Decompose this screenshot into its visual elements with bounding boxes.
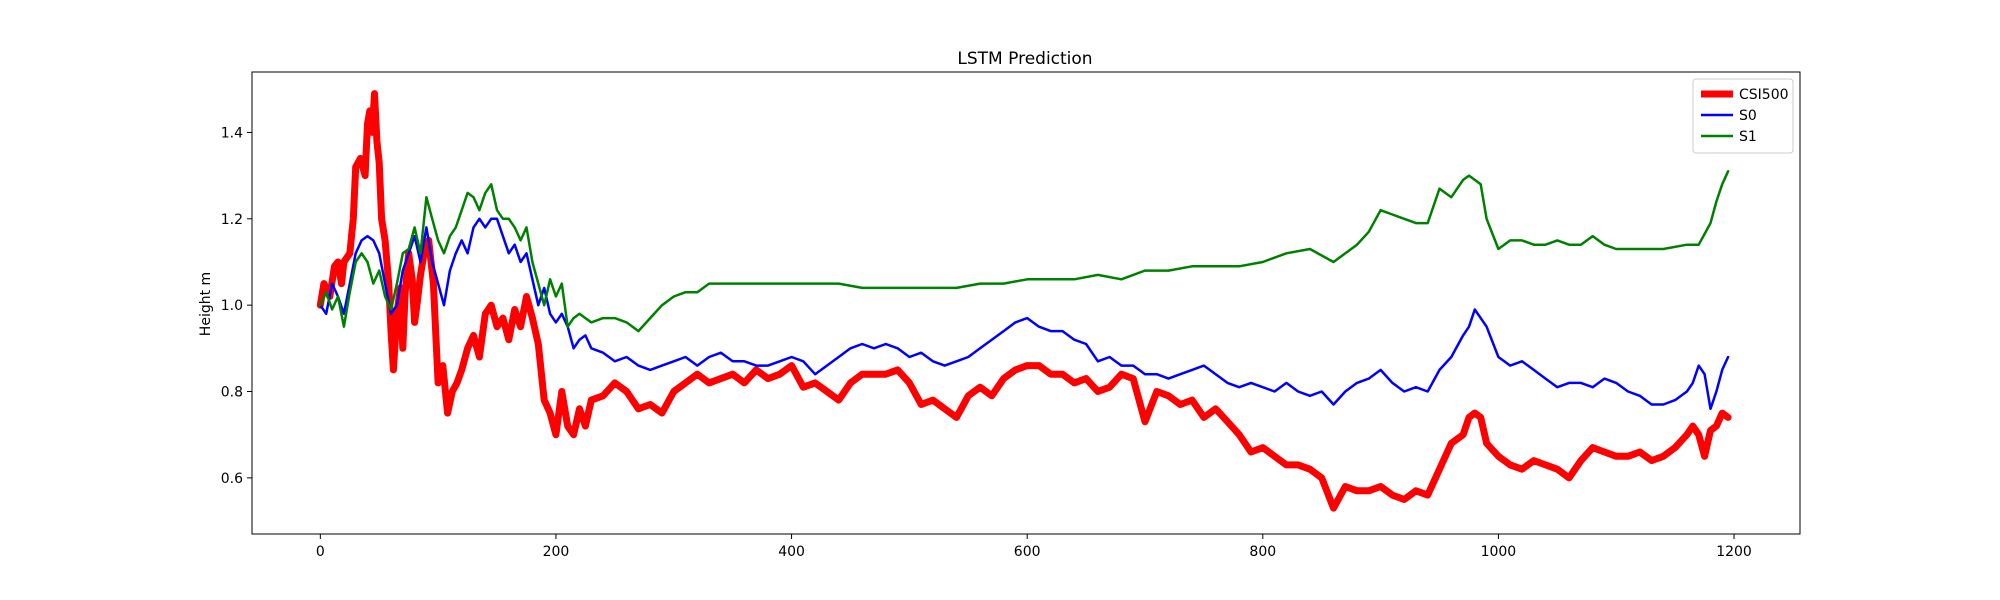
x-tick-label: 200 — [543, 544, 570, 560]
legend-label-csi500: CSI500 — [1739, 87, 1789, 103]
y-axis: 0.6 0.8 1.0 1.2 1.4 — [221, 125, 252, 487]
y-axis-label: Height m — [198, 272, 214, 336]
x-tick-label: 800 — [1249, 544, 1276, 560]
x-tick-label: 1200 — [1716, 544, 1752, 560]
y-tick-label: 1.4 — [221, 125, 243, 141]
y-tick-label: 0.8 — [221, 385, 243, 401]
legend-label-s0: S0 — [1739, 108, 1757, 124]
chart-title: LSTM Prediction — [957, 49, 1092, 69]
series-line-csi500 — [316, 90, 1732, 512]
y-tick-label: 1.2 — [221, 212, 243, 228]
legend-label-s1: S1 — [1739, 129, 1757, 145]
series-layer — [316, 90, 1732, 512]
x-tick-label: 400 — [778, 544, 805, 560]
series-line-s0 — [319, 217, 1730, 411]
x-tick-label: 1000 — [1481, 544, 1517, 560]
series-line-s1 — [319, 170, 1730, 333]
x-tick-label: 600 — [1014, 544, 1041, 560]
x-tick-label: 0 — [316, 544, 325, 560]
x-axis: 0 200 400 600 800 1000 1200 — [316, 534, 1752, 560]
plot-frame — [251, 71, 1801, 535]
y-tick-label: 1.0 — [221, 298, 243, 314]
y-tick-label: 0.6 — [221, 471, 243, 487]
legend: CSI500 S0 S1 — [1692, 78, 1794, 154]
